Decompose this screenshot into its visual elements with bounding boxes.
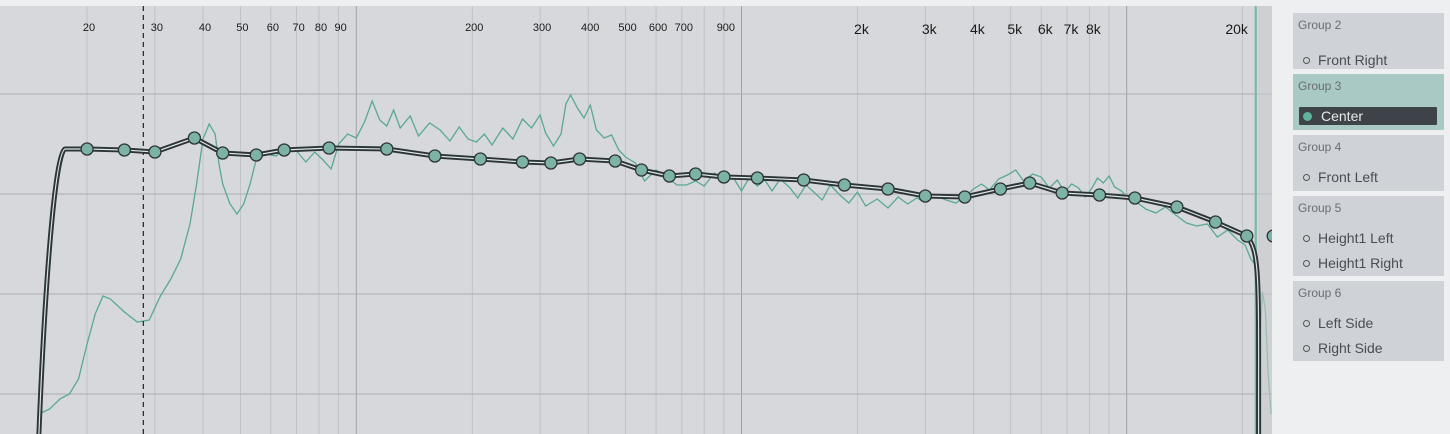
group-4-panel[interactable]: Group 4 Front Left <box>1293 135 1444 191</box>
freq-label: 60 <box>267 22 279 34</box>
eq-control-point[interactable] <box>993 182 1008 196</box>
freq-label: 30 <box>151 22 163 34</box>
frequency-response-plot[interactable]: 20 30 40 50 60 70 80 90 200 300 400 500 600 700 900 2k 3… <box>0 0 1272 434</box>
eq-control-point[interactable] <box>216 146 230 160</box>
plot-background <box>0 6 1272 434</box>
eq-control-point[interactable] <box>881 182 895 196</box>
freq-label: 200 <box>465 22 483 34</box>
freq-label: 70 <box>293 22 305 34</box>
radio-icon <box>1303 173 1310 181</box>
channel-front-left[interactable]: Front Left <box>1303 168 1378 186</box>
eq-control-point[interactable] <box>1128 191 1142 205</box>
eq-control-point[interactable] <box>1023 176 1037 190</box>
eq-control-point[interactable] <box>80 142 94 156</box>
channel-height1-left[interactable]: Height1 Left <box>1303 229 1394 247</box>
group-2-panel[interactable]: Group 2 Front Right <box>1293 13 1444 69</box>
channel-label: Left Side <box>1318 315 1374 331</box>
eq-control-point[interactable] <box>918 189 932 203</box>
eq-control-point[interactable] <box>428 149 442 163</box>
freq-label: 8k <box>1086 21 1102 37</box>
eq-control-point[interactable] <box>572 152 587 166</box>
group-3-panel[interactable]: Group 3 Center <box>1293 74 1444 130</box>
eq-control-point[interactable] <box>634 163 649 177</box>
eq-control-point[interactable] <box>688 167 703 181</box>
group-5-panel[interactable]: Group 5 Height1 Left Height1 Right <box>1293 196 1444 276</box>
out-of-range-shade <box>1257 6 1272 434</box>
channel-label: Front Left <box>1318 169 1378 185</box>
freq-label: 3k <box>922 21 938 37</box>
freq-label: 50 <box>236 22 248 34</box>
eq-control-point[interactable] <box>1208 215 1223 229</box>
channel-group-sidebar: Group 2 Front Right Group 3 Center Group… <box>1272 0 1450 434</box>
freq-label: 2k <box>854 21 870 37</box>
radio-icon <box>1303 259 1310 267</box>
channel-label: Height1 Left <box>1318 230 1394 246</box>
freq-label: 20 <box>83 22 95 34</box>
group-6-title: Group 6 <box>1298 286 1342 300</box>
eq-control-point[interactable] <box>1266 229 1272 243</box>
freq-label: 7k <box>1064 21 1080 37</box>
target-curve-highlight <box>38 137 1260 434</box>
freq-label: 20k <box>1225 21 1249 37</box>
freq-label: 6k <box>1038 21 1054 37</box>
channel-label: Right Side <box>1318 340 1383 356</box>
eq-control-point[interactable] <box>662 169 677 183</box>
channel-front-right[interactable]: Front Right <box>1303 51 1387 69</box>
group-3-title: Group 3 <box>1298 79 1342 93</box>
radio-icon <box>1303 234 1310 242</box>
channel-right-side[interactable]: Right Side <box>1303 339 1383 357</box>
group-5-title: Group 5 <box>1298 201 1342 215</box>
group-4-title: Group 4 <box>1298 140 1342 154</box>
eq-control-point[interactable] <box>797 173 811 187</box>
freq-label: 90 <box>335 22 347 34</box>
eq-control-point[interactable] <box>187 131 202 145</box>
group-2-title: Group 2 <box>1298 18 1342 32</box>
eq-control-point[interactable] <box>958 190 972 204</box>
freq-label: 600 <box>649 22 667 34</box>
radio-icon <box>1303 319 1310 327</box>
freq-label: 300 <box>533 22 551 34</box>
eq-graph[interactable]: 20 30 40 50 60 70 80 90 200 300 400 500 600 700 900 2k 3… <box>0 0 1272 434</box>
eq-control-point[interactable] <box>515 155 530 169</box>
eq-control-point[interactable] <box>322 141 336 155</box>
eq-control-point[interactable] <box>1092 188 1107 202</box>
eq-control-point[interactable] <box>544 156 558 170</box>
eq-control-point[interactable] <box>148 145 162 159</box>
eq-control-point[interactable] <box>277 143 291 157</box>
eq-control-point[interactable] <box>473 152 488 166</box>
channel-center[interactable]: Center <box>1299 107 1437 125</box>
radio-selected-icon <box>1303 111 1312 121</box>
eq-control-point[interactable] <box>1240 229 1254 243</box>
freq-label: 700 <box>675 22 693 34</box>
freq-label: 500 <box>618 22 636 34</box>
channel-left-side[interactable]: Left Side <box>1303 314 1373 332</box>
eq-control-point[interactable] <box>837 178 852 192</box>
radio-icon <box>1303 344 1310 352</box>
freq-label: 900 <box>717 22 735 34</box>
eq-control-point[interactable] <box>380 142 394 156</box>
channel-label: Front Right <box>1318 52 1388 68</box>
eq-control-point[interactable] <box>717 170 731 184</box>
eq-control-point[interactable] <box>750 171 765 185</box>
eq-control-point[interactable] <box>249 148 263 162</box>
eq-control-point[interactable] <box>608 154 622 168</box>
freq-label: 4k <box>970 21 986 37</box>
eq-control-point[interactable] <box>117 143 132 157</box>
channel-label: Center <box>1321 108 1364 124</box>
freq-label: 40 <box>199 22 211 34</box>
freq-label: 80 <box>315 22 327 34</box>
radio-icon <box>1303 56 1310 64</box>
eq-control-point[interactable] <box>1055 186 1069 200</box>
channel-height1-right[interactable]: Height1 Right <box>1303 254 1403 272</box>
eq-control-point[interactable] <box>1170 200 1184 214</box>
group-6-panel[interactable]: Group 6 Left Side Right Side <box>1293 281 1444 361</box>
freq-label: 5k <box>1007 21 1023 37</box>
freq-label: 400 <box>581 22 599 34</box>
channel-label: Height1 Right <box>1318 255 1403 271</box>
